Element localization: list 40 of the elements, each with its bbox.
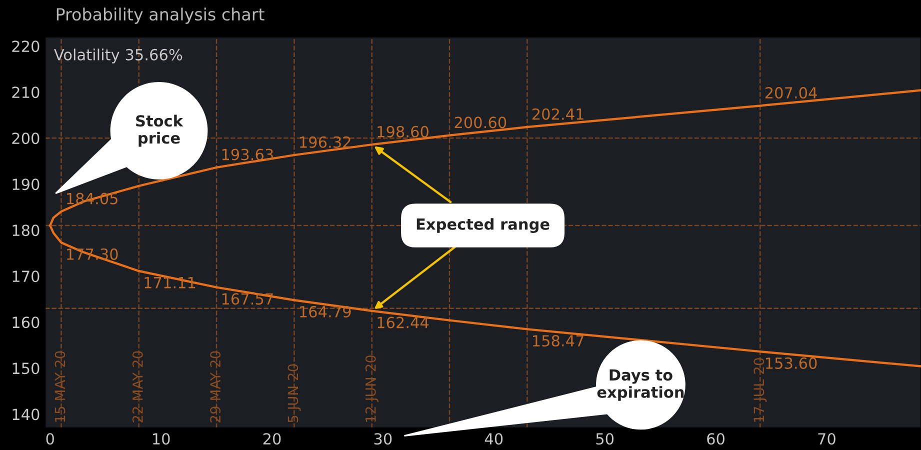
data-label: 158.47: [533, 335, 584, 347]
x-tick-label: 70: [818, 433, 836, 445]
y-tick-label: 140: [12, 408, 40, 420]
annotation: Stock price: [136, 114, 184, 147]
data-label: 200.60: [454, 116, 506, 128]
chart-title: Probability analysis chart: [56, 8, 264, 24]
y-tick-label: 180: [12, 224, 40, 236]
x-tick-label: 30: [374, 433, 392, 445]
y-tick-label: 190: [12, 178, 40, 190]
x-tick-label: 40: [484, 433, 503, 445]
data-label: 153.60: [766, 357, 817, 369]
x-tick-label: 50: [596, 433, 614, 445]
ref-line-label: 17 JUL 20: [754, 358, 767, 422]
y-tick-label: 220: [12, 40, 40, 52]
ref-line-label: 12 JUN 20: [365, 355, 378, 422]
data-label: 198.60: [378, 126, 428, 138]
annotation: Expected range: [416, 218, 550, 233]
data-label: 202.41: [532, 108, 584, 120]
data-label: 167.57: [222, 293, 273, 305]
data-label: 164.79: [300, 306, 351, 318]
data-label: 207.04: [765, 87, 817, 99]
ref-line-label: 29 MAY 20: [210, 351, 221, 422]
y-tick-label: 170: [12, 270, 40, 282]
x-tick-label: 0: [46, 433, 54, 445]
data-label: 171.11: [144, 277, 196, 288]
data-label: 193.63: [222, 148, 273, 160]
data-label: 162.44: [378, 316, 429, 328]
ref-line-label: 5 JUN 20: [288, 364, 301, 422]
y-tick-label: 200: [12, 132, 40, 144]
annotation: Volatility 35.66%: [54, 48, 182, 64]
annotation: Days to expiration: [597, 369, 684, 401]
data-label: 196.32: [300, 136, 350, 148]
x-tick-label: 20: [263, 433, 281, 445]
ref-line-label: 15 MAY 20: [54, 351, 66, 422]
x-tick-label: 60: [707, 433, 724, 445]
y-tick-label: 210: [12, 86, 40, 98]
x-tick-label: 10: [153, 433, 170, 445]
y-tick-label: 160: [12, 316, 40, 328]
y-tick-label: 150: [12, 362, 40, 374]
ref-line-label: 22 MAY 20: [132, 351, 143, 422]
